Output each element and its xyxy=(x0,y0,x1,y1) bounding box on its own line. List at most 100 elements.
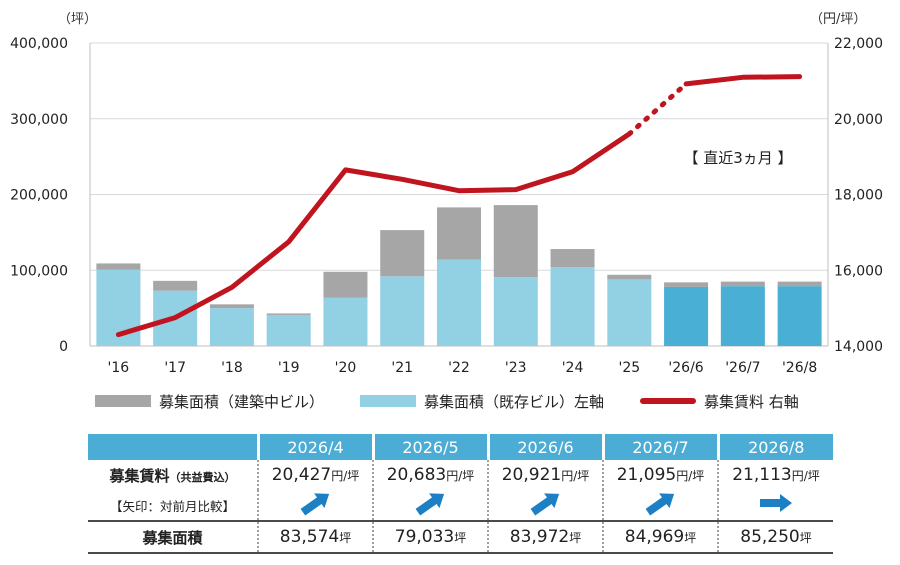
bar-existing xyxy=(266,314,311,346)
legend-swatch-rent xyxy=(640,398,696,404)
bar-existing xyxy=(437,259,481,346)
bar-construction xyxy=(266,313,311,315)
bar-existing xyxy=(550,267,595,346)
rent-unit: 円/坪 xyxy=(791,469,820,483)
arrow-cell xyxy=(602,490,718,521)
table-header-month: 2026/6 xyxy=(486,434,603,460)
bar-construction xyxy=(607,274,652,280)
area-cell: 83,972坪 xyxy=(487,520,603,554)
area-value: 79,033 xyxy=(394,527,455,547)
bar-construction xyxy=(720,281,765,287)
arrow-cell xyxy=(372,490,488,521)
arrow-cell xyxy=(717,490,833,521)
table-header-month: 2026/7 xyxy=(601,434,718,460)
bar-existing xyxy=(323,297,368,346)
area-cell: 84,969坪 xyxy=(602,520,718,554)
rent-sublabel: （共益費込） xyxy=(169,470,236,484)
table-header-row: 2026/4 2026/5 2026/6 2026/7 2026/8 xyxy=(88,434,833,460)
x-tick-label: '22 xyxy=(448,360,470,376)
area-value: 83,574 xyxy=(279,527,340,547)
right-tick-label: 20,000 xyxy=(834,112,883,128)
arrow-cell xyxy=(487,490,603,521)
rent-cell: 20,683円/坪 xyxy=(372,460,488,490)
rent-unit: 円/坪 xyxy=(676,469,705,483)
right-tick-label: 22,000 xyxy=(834,36,883,52)
bar-existing xyxy=(380,276,425,346)
bar-construction xyxy=(380,230,425,277)
area-label: 募集面積 xyxy=(142,528,203,547)
rent-value: 20,427 xyxy=(271,465,332,485)
right-arrow-icon xyxy=(760,494,792,512)
area-cell: 83,574坪 xyxy=(257,520,373,554)
bar-construction xyxy=(153,280,198,291)
table-header-month: 2026/4 xyxy=(256,434,373,460)
bar-construction xyxy=(664,282,709,287)
bar-construction xyxy=(323,271,368,298)
left-tick-label: 100,000 xyxy=(10,263,68,279)
legend-label-existing: 募集面積（既存ビル）左軸 xyxy=(424,392,605,411)
bar-construction xyxy=(550,249,595,268)
legend-label-rent: 募集賃料 右軸 xyxy=(704,392,799,411)
arrow-row-label: 【矢印：対前月比較】 xyxy=(88,490,258,521)
right-axis-unit: （円/坪） xyxy=(810,12,867,27)
legend-item-existing: 募集面積（既存ビル）左軸 xyxy=(360,388,604,414)
up-right-arrow-icon xyxy=(300,493,329,516)
x-tick-label: '19 xyxy=(278,360,300,376)
up-right-arrow-icon xyxy=(415,493,444,516)
rent-cell: 21,113円/坪 xyxy=(717,460,833,490)
rent-line-dotted xyxy=(626,81,689,137)
rent-value: 21,095 xyxy=(616,465,677,485)
up-right-arrow-shape xyxy=(415,493,444,516)
legend-item-construction: 募集面積（建築中ビル） xyxy=(95,388,324,414)
x-tick-label: '24 xyxy=(562,360,584,376)
table-row-area: 募集面積 83,574坪 79,033坪 83,972坪 84,969坪 85,… xyxy=(88,520,833,554)
bar-existing xyxy=(607,279,652,346)
legend-item-rent: 募集賃料 右軸 xyxy=(640,388,799,414)
up-right-arrow-shape xyxy=(645,493,674,516)
x-tick-label: '26/7 xyxy=(725,360,760,376)
rent-value: 20,683 xyxy=(386,465,447,485)
arrow-cell xyxy=(257,490,373,521)
x-tick-label: '17 xyxy=(164,360,186,376)
bar-construction xyxy=(777,281,822,287)
bar-existing xyxy=(209,308,254,346)
rent-unit: 円/坪 xyxy=(331,469,360,483)
x-tick-label: '18 xyxy=(221,360,243,376)
rent-value: 20,921 xyxy=(501,465,562,485)
bar-existing xyxy=(493,277,538,346)
left-tick-label: 300,000 xyxy=(10,112,68,128)
table-row-arrows: 【矢印：対前月比較】 xyxy=(88,490,833,521)
rent-cell: 20,427円/坪 xyxy=(257,460,373,490)
rent-row-label: 募集賃料（共益費込） xyxy=(88,460,258,490)
rent-line-recent xyxy=(683,74,803,87)
area-row-label: 募集面積 xyxy=(88,520,258,554)
up-right-arrow-shape xyxy=(300,493,329,516)
legend-label-construction: 募集面積（建築中ビル） xyxy=(159,392,325,411)
legend-swatch-existing xyxy=(360,395,416,407)
area-value: 85,250 xyxy=(740,527,800,547)
area-unit: 坪 xyxy=(684,531,697,545)
rent-value: 21,113 xyxy=(732,465,792,485)
up-right-arrow-icon xyxy=(645,493,674,516)
legend-swatch-construction xyxy=(95,395,151,407)
bar-existing xyxy=(664,286,709,346)
bar-construction xyxy=(493,205,538,278)
monthly-summary-table: 2026/4 2026/5 2026/6 2026/7 2026/8 募集賃料（… xyxy=(88,434,833,554)
right-tick-label: 16,000 xyxy=(834,263,883,279)
rent-label: 募集賃料 xyxy=(109,466,170,485)
x-tick-label: '20 xyxy=(335,360,357,376)
area-unit: 坪 xyxy=(569,531,582,545)
left-tick-label: 0 xyxy=(59,339,68,355)
rent-cell: 20,921円/坪 xyxy=(487,460,603,490)
rent-line xyxy=(115,131,632,338)
area-cell: 79,033坪 xyxy=(372,520,488,554)
area-cell: 85,250坪 xyxy=(717,520,833,554)
left-tick-label: 200,000 xyxy=(10,188,68,204)
up-right-arrow-shape xyxy=(530,493,559,516)
bar-construction xyxy=(437,207,481,260)
bar-existing xyxy=(720,286,765,346)
right-arrow-shape xyxy=(760,494,792,512)
left-tick-label: 400,000 xyxy=(10,36,68,52)
x-tick-label: '21 xyxy=(391,360,413,376)
right-tick-label: 14,000 xyxy=(834,339,883,355)
